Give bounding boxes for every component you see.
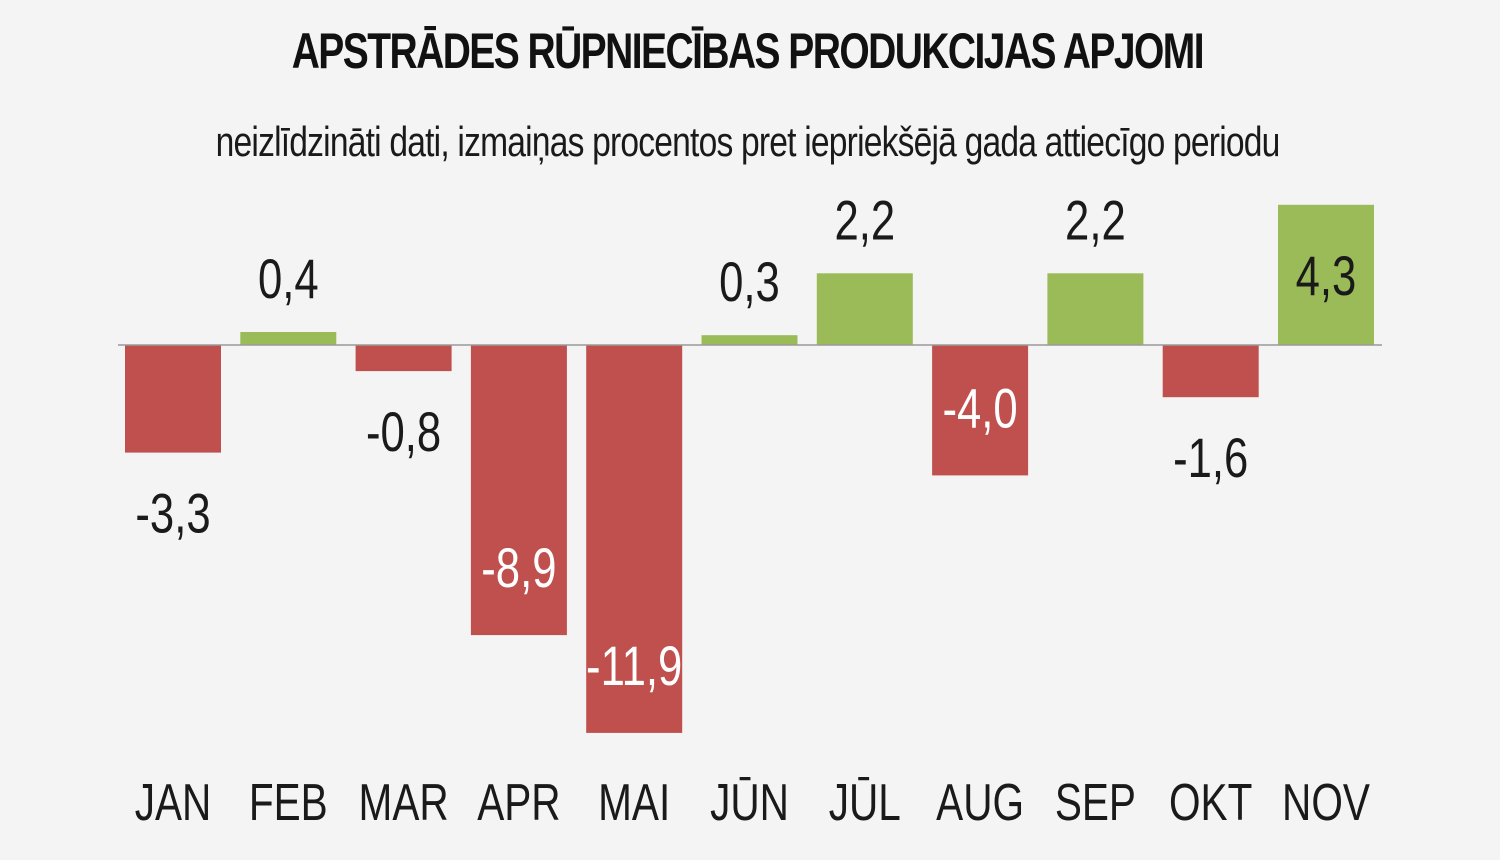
value-label-jūn: 0,3 bbox=[719, 251, 780, 313]
value-label-mar: -0,8 bbox=[366, 401, 441, 463]
category-label-jūl: JŪL bbox=[829, 773, 901, 831]
value-label-aug: -4,0 bbox=[942, 377, 1017, 439]
category-label-jan: JAN bbox=[135, 773, 212, 831]
bar-mai bbox=[586, 345, 683, 733]
value-label-jūl: 2,2 bbox=[834, 189, 895, 251]
category-label-feb: FEB bbox=[249, 773, 328, 831]
bar-aug bbox=[932, 345, 1029, 476]
bar-okt bbox=[1162, 345, 1259, 398]
category-label-mar: MAR bbox=[359, 773, 449, 831]
category-label-okt: OKT bbox=[1169, 773, 1252, 831]
value-label-nov: 4,3 bbox=[1296, 245, 1357, 307]
labels-layer: -3,3 JAN 0,4 FEB -0,8 MAR -8,9 APR -11,9 MAI 0,3 JŪ… bbox=[135, 189, 1370, 831]
chart-title: APSTRĀDES RŪPNIECĪBAS PRODUKCIJAS APJOMI bbox=[291, 23, 1205, 79]
bar-jūn bbox=[701, 335, 798, 345]
bars-layer bbox=[125, 204, 1374, 733]
category-label-aug: AUG bbox=[936, 773, 1024, 831]
value-label-okt: -1,6 bbox=[1173, 427, 1248, 489]
bar-nov bbox=[1278, 204, 1374, 345]
category-label-mai: MAI bbox=[598, 773, 670, 831]
category-label-nov: NOV bbox=[1282, 773, 1370, 831]
value-label-mai: -11,9 bbox=[586, 635, 682, 697]
category-label-apr: APR bbox=[477, 773, 560, 831]
bar-feb bbox=[240, 332, 337, 345]
bar-jan bbox=[125, 345, 221, 453]
value-label-feb: 0,4 bbox=[258, 248, 319, 310]
category-label-jūn: JŪN bbox=[710, 773, 789, 831]
category-label-sep: SEP bbox=[1055, 773, 1136, 831]
bar-apr bbox=[470, 345, 567, 636]
bar-jūl bbox=[816, 273, 913, 345]
bar-sep bbox=[1047, 273, 1144, 345]
chart-subtitle: neizlīdzināti dati, izmaiņas procentos p… bbox=[215, 118, 1281, 165]
bar-mar bbox=[355, 345, 452, 372]
value-label-jan: -3,3 bbox=[135, 482, 210, 544]
value-label-sep: 2,2 bbox=[1065, 189, 1126, 251]
value-label-apr: -8,9 bbox=[481, 537, 556, 599]
